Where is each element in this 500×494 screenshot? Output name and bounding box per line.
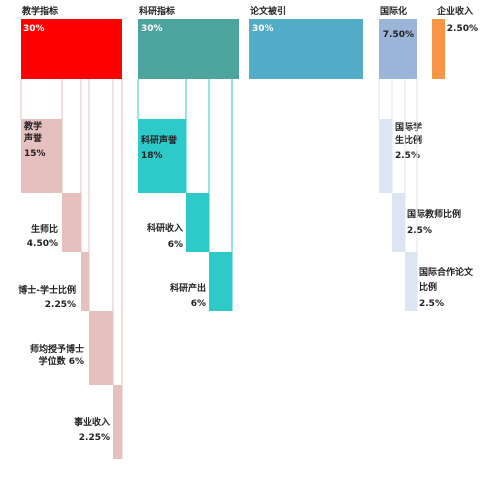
group-value-label: 30% [252,24,274,34]
sub-bar-label: 国际教师比例 [407,208,461,220]
group-label: 教学指标 [21,5,58,17]
sub-bar [89,311,113,385]
sub-bar-value: 18% [141,151,163,161]
sub-bar-label: 科研产出 [170,282,206,294]
sub-bar-label: 比例 [419,281,437,293]
group-label: 论文被引 [250,5,286,17]
sub-bar-label: 学位数 6% [39,355,84,367]
group-bar [249,19,363,79]
sub-bar-label: 生师比 [31,223,58,235]
sub-bar-value: 15% [24,149,46,159]
sub-bar-value: 4.50% [27,239,58,249]
group-bar [432,19,445,79]
sub-bar-label: 生比例 [395,134,422,146]
sub-bar [81,252,89,311]
sub-bar-label: 师均授予博士 [30,343,84,355]
group-label: 科研指标 [139,5,175,17]
sub-bar-label: 国际合作论文 [419,266,474,278]
sub-bar-value: 2.5% [419,299,444,309]
sub-bar-value: 2.5% [395,151,420,161]
sub-bar-value: 6% [168,240,183,250]
sub-bar [62,193,81,252]
sub-bar-label: 科研声誉 [141,134,178,146]
sub-bar-label: 声誉 [23,132,43,144]
sub-bar-label: 事业收入 [74,416,110,428]
sub-bar-value: 2.25% [79,433,110,443]
group-label: 国际化 [380,5,407,17]
group-value-label: 2.50% [447,24,478,34]
sub-bar-label: 国际学 [395,121,422,133]
sub-bar [379,119,392,193]
sub-bar-label: 科研收入 [147,222,183,234]
group-label: 企业收入 [436,5,473,17]
sub-bar [392,193,405,252]
group-value-label: 7.50% [383,30,414,40]
sub-bar-value: 2.25% [45,300,76,310]
group-bar [379,19,417,79]
sub-bar-label: 教学 [23,120,42,132]
sub-bar [186,193,209,252]
sub-bar-value: 2.5% [407,226,432,236]
sub-bar-label: 博士-学士比例 [18,284,76,296]
group-bar [21,19,122,79]
group-value-label: 30% [23,24,45,34]
group-bar [138,19,239,79]
sub-bar [113,385,122,459]
sub-bar [405,252,417,311]
sub-bar [21,119,62,193]
sub-bar [209,252,232,311]
sub-bar [138,119,186,193]
group-value-label: 30% [141,24,163,34]
sub-bar-value: 6% [191,299,206,309]
